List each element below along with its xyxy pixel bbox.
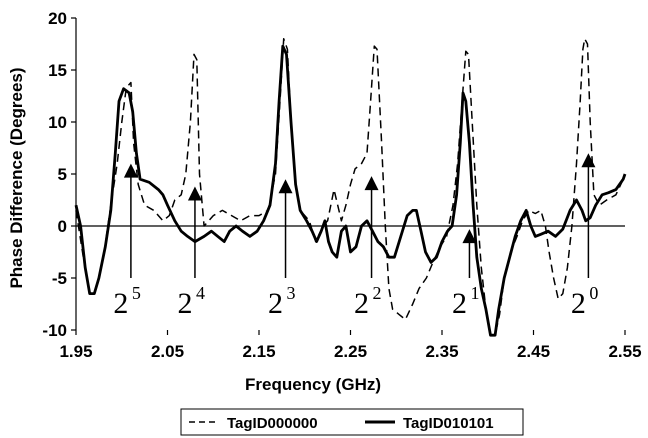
annotation-arrow-head <box>462 229 477 244</box>
x-tick-label: 2.45 <box>517 342 550 361</box>
x-tick-labels: 1.95 2.05 2.15 2.25 2.35 2.45 2.55 <box>59 330 642 361</box>
annotation-arrow-head <box>278 179 293 194</box>
y-tick-label: 15 <box>48 61 67 80</box>
annotation-base: 2 <box>113 287 128 320</box>
annotation-arrow-head <box>581 153 596 168</box>
x-tick-label: 2.55 <box>608 342 641 361</box>
annotation-exponent: 2 <box>373 283 382 303</box>
annotation-exponent: 5 <box>132 283 141 303</box>
y-tick-label: -5 <box>52 269 67 288</box>
x-axis-title: Frequency (GHz) <box>245 375 381 394</box>
x-tick-label: 2.25 <box>334 342 367 361</box>
annotation-exponent: 3 <box>287 283 296 303</box>
y-tick-label: 5 <box>58 165 67 184</box>
annotation-exponent: 4 <box>196 283 205 303</box>
annotation-base: 2 <box>354 287 369 320</box>
y-tick-label: -10 <box>42 321 67 340</box>
x-tick-label: 2.05 <box>151 342 184 361</box>
legend-label-series-1: TagID000000 <box>227 415 318 432</box>
x-tick-label: 1.95 <box>59 342 92 361</box>
series-line-1 <box>75 38 626 336</box>
legend: TagID000000 TagID010101 <box>180 408 524 436</box>
x-tick-label: 2.35 <box>425 342 458 361</box>
y-tick-label: 10 <box>48 113 67 132</box>
annotation-arrow-head <box>187 186 202 201</box>
y-axis-title: Phase Difference (Degrees) <box>7 67 26 288</box>
annotation-base: 2 <box>177 287 192 320</box>
y-tick-labels: -10 -5 0 5 10 15 20 <box>42 9 76 340</box>
x-tick-label: 2.15 <box>242 342 275 361</box>
series-line-2 <box>74 44 627 337</box>
legend-box <box>180 408 524 436</box>
series-group <box>74 38 627 337</box>
y-tick-label: 0 <box>58 217 67 236</box>
annotation-base: 2 <box>268 287 283 320</box>
legend-label-series-2: TagID010101 <box>403 415 494 432</box>
annotation-exponent: 1 <box>470 283 479 303</box>
annotation-base: 2 <box>571 287 586 320</box>
annotation-exponent: 0 <box>589 283 598 303</box>
annotation-arrow-head <box>364 176 379 191</box>
annotation-base: 2 <box>452 287 467 320</box>
y-tick-label: 20 <box>48 9 67 28</box>
annotation-arrow-head <box>123 163 138 178</box>
